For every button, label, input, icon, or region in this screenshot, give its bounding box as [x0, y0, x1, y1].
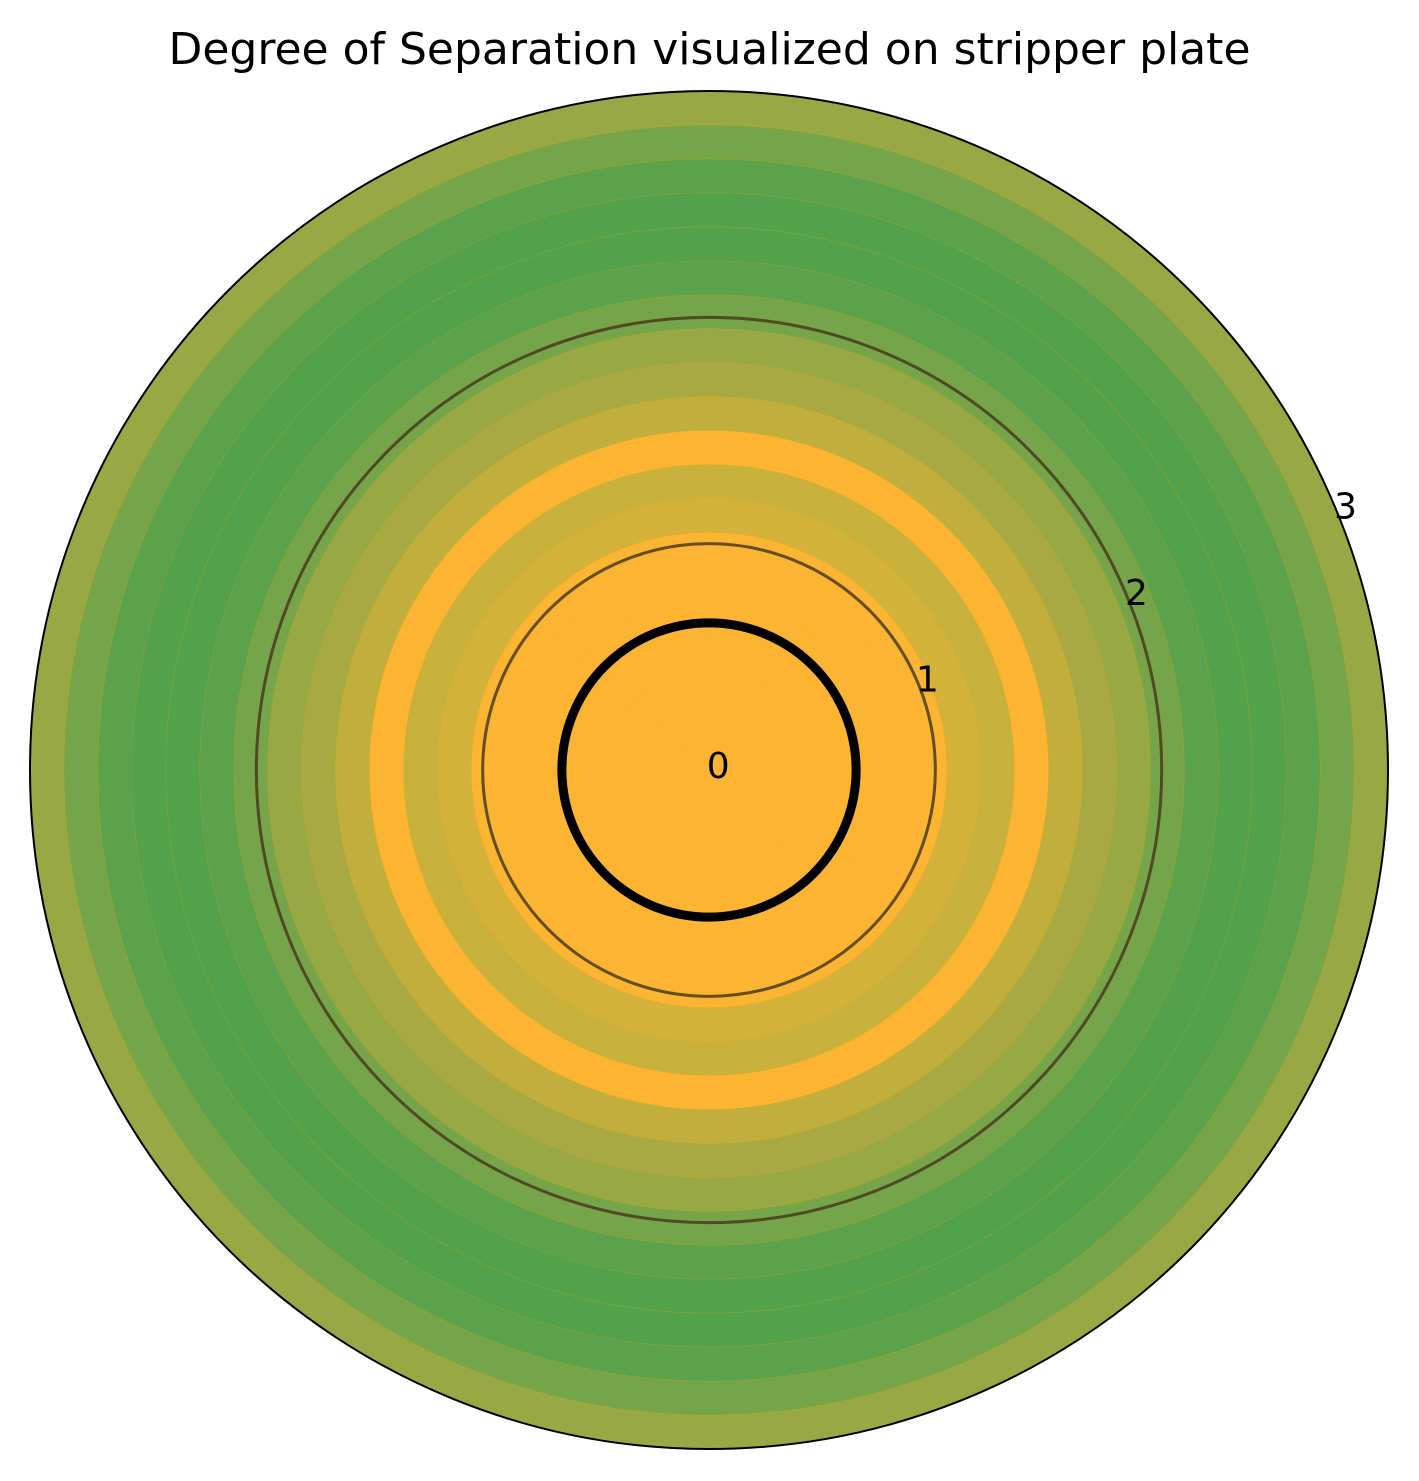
- reference-circle: [254, 315, 1164, 1225]
- radial-tick-label: 2: [1125, 573, 1148, 614]
- reference-circles: [254, 315, 1164, 1225]
- radial-tick-labels: 0 1 2 3: [707, 486, 1357, 787]
- chart-title: Degree of Separation visualized on strip…: [168, 24, 1251, 75]
- marker-circle: [557, 618, 861, 922]
- reference-circle: [481, 542, 937, 998]
- radial-tick-label: 0: [707, 746, 730, 787]
- radial-tick-label: 3: [1334, 486, 1357, 527]
- radial-tick-label: 1: [916, 660, 939, 701]
- radial-bands: [29, 90, 1389, 1450]
- radial-band: [674, 735, 744, 805]
- plot-boundary: [29, 90, 1389, 1450]
